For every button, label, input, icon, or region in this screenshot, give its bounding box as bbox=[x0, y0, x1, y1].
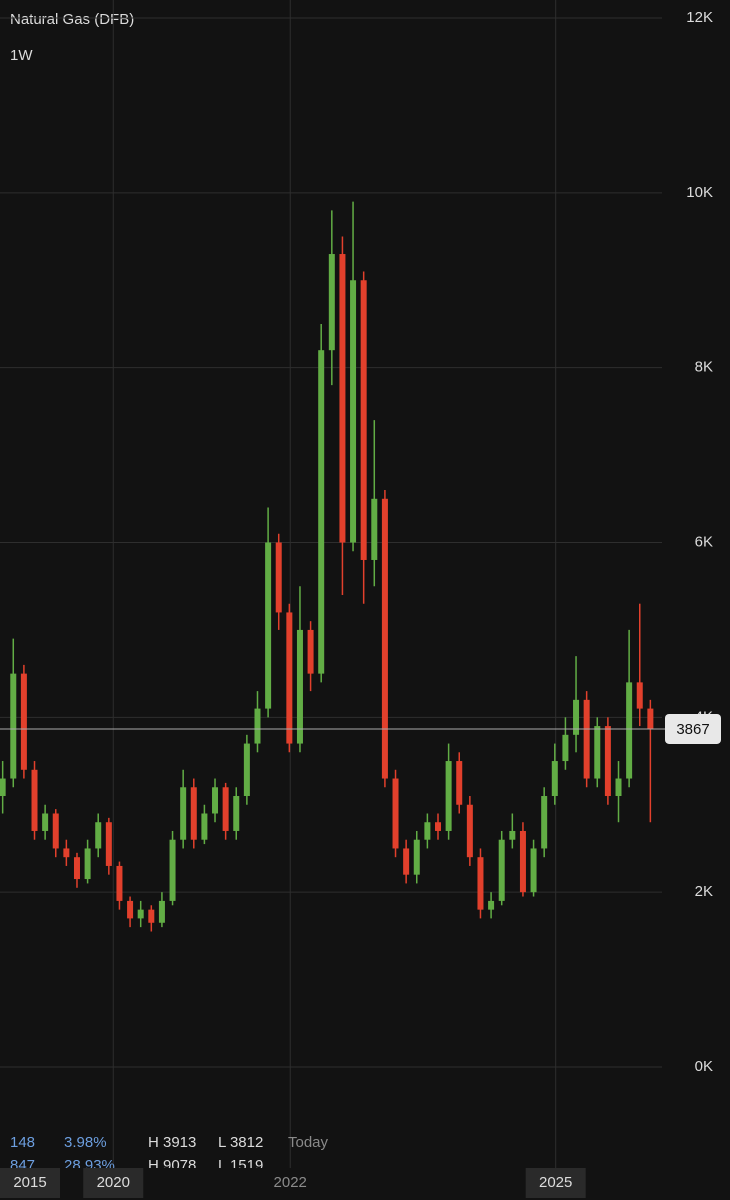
x-tick-label: 2020 bbox=[97, 1174, 130, 1191]
last-price-box bbox=[665, 713, 721, 744]
candle-body bbox=[647, 708, 654, 729]
candle-body bbox=[52, 813, 59, 849]
candle-body bbox=[84, 848, 91, 880]
candle-body bbox=[371, 498, 378, 560]
candle-body bbox=[95, 822, 102, 849]
candle-body bbox=[626, 682, 633, 779]
candle-body bbox=[233, 796, 240, 831]
candle-body bbox=[519, 830, 526, 893]
candle-body bbox=[509, 830, 516, 840]
candle-body bbox=[265, 542, 272, 709]
stat: Today bbox=[288, 1134, 329, 1151]
candle-body bbox=[541, 796, 548, 849]
stat: H 3913 bbox=[148, 1134, 196, 1151]
candle-body bbox=[286, 612, 293, 744]
stat: 148 bbox=[10, 1134, 35, 1151]
candle-body bbox=[551, 761, 558, 797]
candle-body bbox=[318, 350, 325, 674]
candle-body bbox=[190, 787, 197, 840]
stat: 3.98% bbox=[64, 1134, 107, 1151]
candle-body bbox=[339, 254, 346, 543]
y-tick-label: 10K bbox=[686, 184, 713, 201]
candle-body bbox=[636, 682, 643, 709]
candle-body bbox=[127, 900, 134, 919]
x-label-box bbox=[525, 1168, 586, 1198]
candle-body bbox=[562, 734, 569, 762]
x-label-box bbox=[0, 1168, 60, 1198]
candle-body bbox=[0, 778, 6, 797]
y-tick-label: 6K bbox=[695, 533, 713, 550]
candle-body bbox=[530, 848, 537, 893]
x-first-label: 2015 bbox=[13, 1174, 46, 1191]
last-price-label: 3867 bbox=[676, 721, 709, 738]
candle-body bbox=[148, 909, 155, 923]
candle-body bbox=[604, 726, 611, 797]
candle-body bbox=[573, 699, 580, 735]
candle-body bbox=[615, 778, 622, 797]
candle-body bbox=[73, 857, 80, 880]
candle-body bbox=[201, 813, 208, 840]
candle-body bbox=[413, 839, 420, 875]
stat: L 3812 bbox=[218, 1134, 263, 1151]
candle-body bbox=[105, 822, 112, 866]
candle-body bbox=[20, 673, 27, 770]
candle-body bbox=[42, 813, 49, 831]
candle-body bbox=[137, 909, 144, 919]
candle-body bbox=[594, 726, 601, 779]
candle-body bbox=[456, 761, 463, 805]
candle-body bbox=[275, 542, 282, 613]
candle-body bbox=[254, 708, 261, 744]
candle-body bbox=[10, 673, 17, 779]
candle-body bbox=[360, 280, 367, 560]
candle-body bbox=[31, 769, 38, 831]
candle-body bbox=[403, 848, 410, 875]
x-tick-label: 2025 bbox=[539, 1174, 572, 1191]
candle-body bbox=[169, 839, 176, 901]
y-tick-label: 0K bbox=[695, 1058, 713, 1075]
y-tick-label: 12K bbox=[686, 9, 713, 26]
candle-body bbox=[116, 865, 123, 901]
candle-body bbox=[328, 254, 335, 351]
candle-body bbox=[466, 804, 473, 858]
candle-body bbox=[392, 778, 399, 849]
candle-body bbox=[296, 629, 303, 744]
candle-body bbox=[583, 699, 590, 779]
y-tick-label: 2K bbox=[695, 883, 713, 900]
candle-body bbox=[435, 822, 441, 831]
candle-body bbox=[488, 900, 495, 910]
interval: 1W bbox=[10, 47, 33, 64]
y-tick-label: 8K bbox=[695, 359, 713, 376]
candle-body bbox=[243, 743, 250, 797]
candle-body bbox=[424, 822, 431, 840]
x-label-box bbox=[83, 1168, 144, 1198]
candle-body bbox=[381, 498, 388, 779]
candle-body bbox=[498, 839, 505, 901]
chart-title: Natural Gas (DFB) bbox=[10, 11, 134, 28]
candle-body bbox=[307, 629, 314, 674]
x-tick-label: 2022 bbox=[274, 1174, 307, 1191]
candle-body bbox=[212, 787, 219, 814]
candle-body bbox=[180, 787, 187, 840]
candle-body bbox=[222, 787, 229, 831]
candle-body bbox=[350, 280, 357, 543]
candle-body bbox=[158, 900, 165, 923]
candle-body bbox=[445, 761, 452, 831]
candle-body bbox=[63, 848, 70, 858]
candle-body bbox=[477, 857, 484, 910]
